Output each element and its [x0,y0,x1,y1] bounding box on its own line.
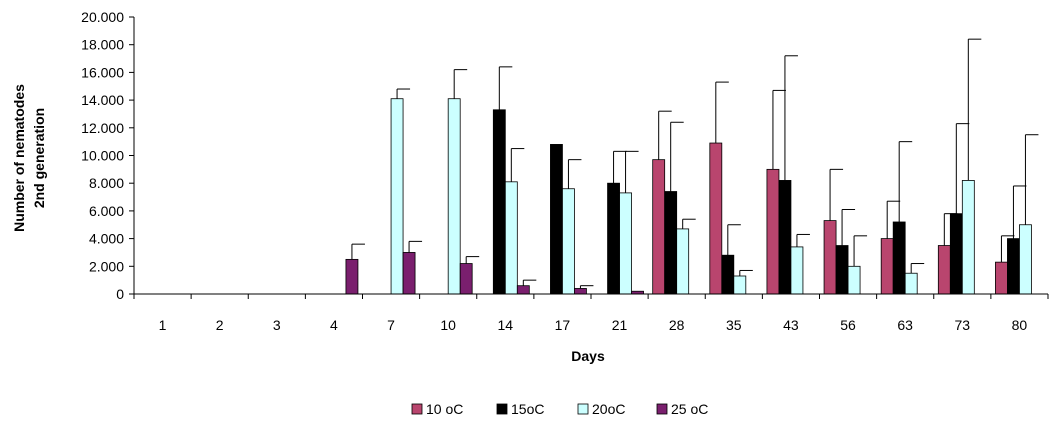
y-tick-label: 18.000 [81,37,124,53]
bar-series-0-cat-11 [766,168,780,295]
bar-series-0-cat-12 [823,220,837,295]
bar-series-3-cat-3 [345,258,359,295]
y-tick-label: 0 [116,286,124,302]
legend-label: 10 oC [426,401,463,417]
x-axis-title: Days [571,348,605,364]
bar-series-2-cat-6 [504,181,518,295]
bar-series-0-cat-14 [937,245,951,295]
bar-series-1-cat-11 [778,180,792,295]
x-tick-label: 1 [159,317,167,333]
bar-series-0-cat-10 [709,142,723,295]
bar-series-2-cat-7 [562,188,575,295]
bar-series-1-cat-12 [835,245,849,295]
y-tick-label: 12.000 [81,120,124,136]
bars [345,38,1039,295]
legend-label: 15oC [511,401,544,417]
bar-series-2-cat-12 [847,265,861,295]
bar-series-3-cat-4 [402,252,416,295]
bar-series-1-cat-13 [892,221,906,295]
x-tick-label: 56 [840,317,856,333]
bar-series-2-cat-15 [1019,224,1032,295]
bar-series-2-cat-5 [447,98,461,295]
y-axis-title-line-2: 2nd generation [31,108,47,208]
x-axis-ticks: 1 2 3 4 7 10 14 17 21 28 35 43 56 63 73 80 [133,294,1049,333]
legend-swatch [656,403,668,415]
x-tick-label: 7 [387,317,395,333]
bar-series-2-cat-11 [790,246,804,295]
legend: 10 oC 15oC 20oC 25 oC [411,401,708,417]
y-axis-ticks: 0 2.000 4.000 6.000 8.000 10.000 12.000 14.000 1… [81,9,134,302]
bar-series-1-cat-7 [550,144,563,295]
x-tick-label: 80 [1012,317,1028,333]
x-tick-label: 4 [330,317,338,333]
bar-series-1-cat-6 [492,109,506,295]
y-tick-label: 4.000 [89,231,124,247]
legend-swatch [496,403,508,415]
bar-series-2-cat-13 [904,272,918,295]
bar-series-2-cat-8 [619,192,632,295]
axes [133,17,1048,295]
x-tick-label: 14 [498,317,514,333]
y-tick-label: 10.000 [81,148,124,164]
x-tick-label: 63 [897,317,913,333]
x-tick-label: 35 [726,317,742,333]
x-tick-label: 10 [440,317,456,333]
bar-series-0-cat-9 [652,159,666,295]
y-tick-label: 2.000 [89,258,124,274]
legend-label: 25 oC [671,401,708,417]
y-tick-label: 8.000 [89,175,124,191]
bar-series-2-cat-14 [961,180,975,295]
bar-series-0-cat-13 [880,238,894,295]
y-axis-title-line-1: Number of nematodes [11,84,27,232]
legend-swatch [411,403,423,415]
legend-swatch [577,403,589,415]
x-tick-label: 17 [555,317,571,333]
x-tick-label: 21 [612,317,628,333]
bar-series-1-cat-15 [1007,238,1020,295]
y-tick-label: 6.000 [89,203,124,219]
x-tick-label: 43 [783,317,799,333]
x-tick-label: 73 [955,317,971,333]
legend-label: 20oC [592,401,625,417]
bar-series-1-cat-9 [664,191,678,295]
y-axis-title: Number of nematodes 2nd generation [11,84,47,232]
bar-series-2-cat-4 [390,98,404,295]
bar-series-2-cat-10 [733,275,747,295]
bar-series-3-cat-6 [516,285,530,295]
y-tick-label: 14.000 [81,92,124,108]
bar-series-1-cat-14 [949,213,963,295]
bar-series-1-cat-8 [607,182,620,295]
bar-series-3-cat-7 [574,288,587,295]
y-tick-label: 16.000 [81,64,124,80]
bar-series-0-cat-15 [995,261,1008,295]
y-tick-label: 20.000 [81,9,124,25]
x-tick-label: 3 [273,317,281,333]
bar-series-3-cat-5 [459,263,473,295]
x-tick-label: 28 [669,317,685,333]
x-tick-label: 2 [216,317,224,333]
bar-series-1-cat-10 [721,254,735,295]
bar-series-2-cat-9 [676,228,690,295]
